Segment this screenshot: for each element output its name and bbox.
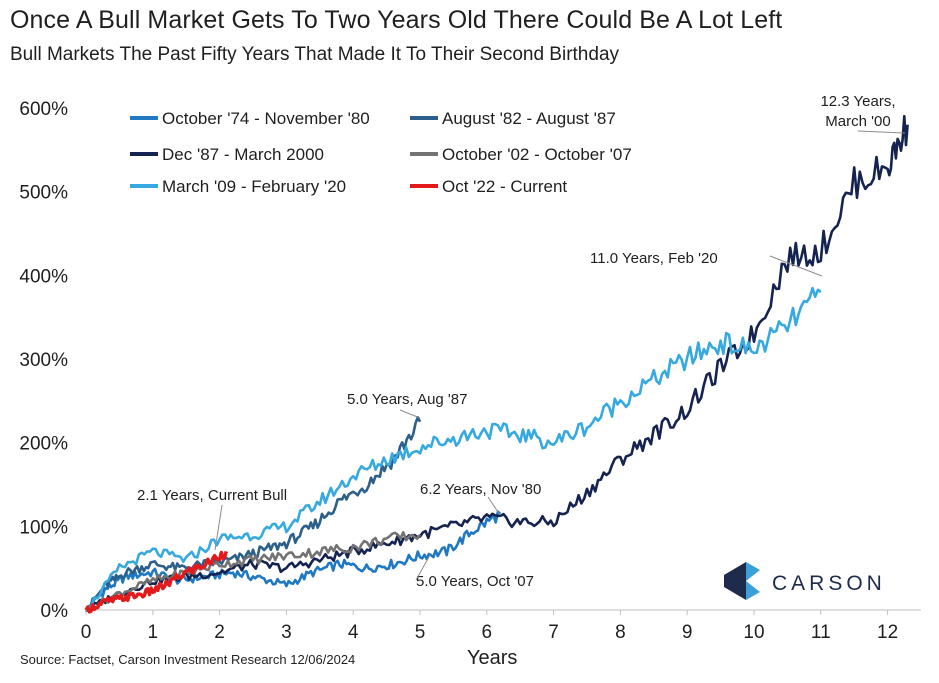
y-tick-label: 0% (41, 601, 69, 622)
legend-label: March '09 - February '20 (162, 177, 346, 196)
x-tick-label: 1 (148, 622, 159, 643)
y-tick-label: 600% (19, 99, 68, 120)
legend-label: October '02 - October '07 (442, 145, 632, 164)
series-lines (84, 114, 909, 614)
series-line (85, 415, 422, 613)
source-note: Source: Factset, Carson Investment Resea… (20, 652, 356, 667)
series-line (85, 114, 909, 612)
series-line (84, 510, 502, 611)
y-tick-label: 300% (19, 350, 68, 371)
series-line (85, 286, 822, 612)
annotations: 12.3 Years, March '00 11.0 Years, Feb '20 5… (137, 93, 906, 590)
carson-logo-icon-right (746, 562, 760, 581)
annotation-leader (415, 554, 431, 581)
y-tick-label: 400% (19, 266, 68, 287)
x-tick-label: 11 (811, 622, 831, 643)
annotation-leader (214, 504, 223, 551)
x-tick-label: 6 (482, 622, 493, 643)
annotation-label: 12.3 Years, (820, 93, 895, 110)
annotation-leader (857, 130, 906, 134)
series-line (84, 550, 228, 614)
annotation-label: 5.0 Years, Aug '87 (347, 391, 467, 408)
legend: October '74 - November '80 August '82 - A… (130, 109, 632, 196)
chart-subtitle: Bull Markets The Past Fifty Years That M… (10, 44, 620, 65)
series-line (84, 531, 422, 611)
annotation-leader (399, 409, 421, 419)
x-axis-label: Years (467, 647, 517, 669)
carson-logo-text: CARSON (772, 572, 886, 595)
x-tick-label: 8 (615, 622, 626, 643)
legend-label: Dec '87 - March 2000 (162, 145, 324, 164)
annotation-leader (487, 496, 501, 516)
legend-label: Oct '22 - Current (442, 177, 567, 196)
annotation-label: 2.1 Years, Current Bull (137, 487, 287, 504)
x-tick-label: 5 (415, 622, 426, 643)
y-tick-label: 100% (19, 517, 68, 538)
carson-logo-icon-left (724, 562, 746, 600)
carson-logo: CARSON (724, 562, 886, 600)
legend-label: August '82 - August '87 (442, 109, 616, 128)
x-tick-label: 10 (743, 622, 764, 643)
x-tick-label: 0 (81, 622, 92, 643)
x-tick-label: 7 (548, 622, 559, 643)
legend-label: October '74 - November '80 (162, 109, 370, 128)
axes: 0%100%200%300%400%500%600%0 1 2 3 4 5 6 7 8 9 10 11… (19, 99, 921, 669)
chart-title: Once A Bull Market Gets To Two Years Old… (10, 6, 783, 34)
carson-logo-icon-bottom (746, 581, 760, 600)
annotation-label: March '00 (825, 113, 890, 130)
annotation-label: 6.2 Years, Nov '80 (420, 481, 541, 498)
annotation-label: 5.0 Years, Oct '07 (416, 573, 534, 590)
y-tick-label: 200% (19, 434, 68, 455)
x-tick-label: 4 (348, 622, 359, 643)
x-tick-label: 9 (682, 622, 693, 643)
x-tick-label: 12 (877, 622, 898, 643)
annotation-leader (769, 255, 823, 277)
y-tick-label: 500% (19, 183, 68, 204)
annotation-label: 11.0 Years, Feb '20 (590, 250, 718, 267)
x-tick-label: 3 (281, 622, 292, 643)
x-tick-label: 2 (214, 622, 225, 643)
